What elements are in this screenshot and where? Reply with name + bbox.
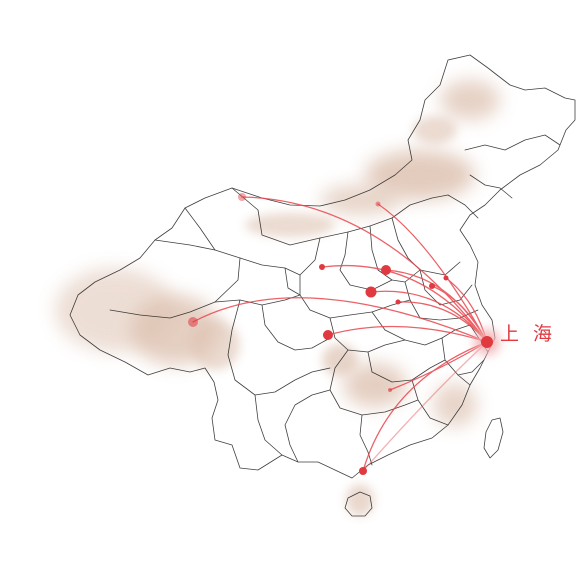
city-node xyxy=(319,264,325,270)
route-line xyxy=(362,341,488,472)
city-node xyxy=(323,330,333,340)
city-node xyxy=(395,299,401,305)
route-line xyxy=(192,297,488,343)
city-nodes xyxy=(188,193,449,475)
shanghai-label: 上 海 xyxy=(500,323,557,345)
city-node xyxy=(381,265,391,275)
route-line xyxy=(377,203,488,343)
province-borders xyxy=(69,54,576,517)
city-node xyxy=(238,193,246,201)
shanghai-hub xyxy=(474,329,500,355)
route-line xyxy=(362,341,488,472)
city-node xyxy=(429,283,435,289)
city-node xyxy=(359,467,367,475)
route-line xyxy=(327,325,488,343)
city-node xyxy=(443,275,449,281)
city-node xyxy=(365,286,377,298)
route-line xyxy=(241,196,488,343)
route-line xyxy=(321,264,488,343)
city-node xyxy=(388,388,392,392)
city-node xyxy=(375,201,381,207)
city-node xyxy=(188,317,198,327)
route-lines xyxy=(192,196,488,472)
